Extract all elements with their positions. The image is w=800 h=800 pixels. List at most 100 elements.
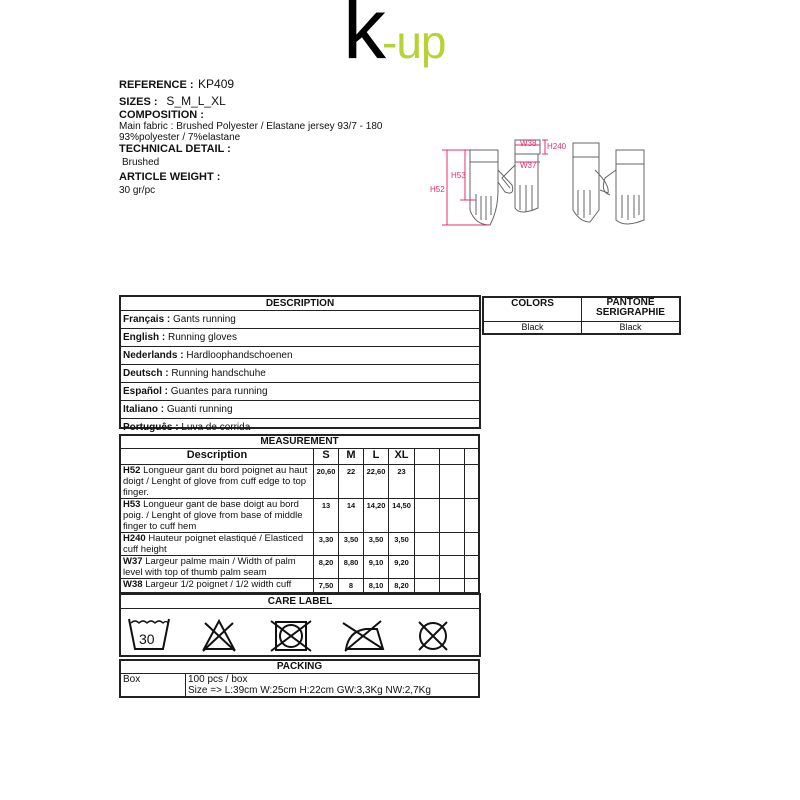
measure-value: 9,10 [363, 554, 389, 579]
header-l: L [363, 447, 389, 465]
description-row: Español : Guantes para running [121, 383, 479, 401]
measure-code: W37 [123, 555, 143, 567]
no-iron-icon [342, 620, 385, 652]
no-tumble-dry-icon [270, 620, 312, 652]
pantone-value: Black [581, 320, 681, 335]
empty-cell [439, 531, 465, 556]
no-dry-clean-icon [418, 621, 448, 651]
w38-label: W38 [520, 139, 537, 148]
no-bleach-icon [202, 618, 236, 652]
reference-value: KP409 [198, 77, 235, 91]
h240-label: H240 [547, 142, 567, 151]
measure-value: 22 [338, 463, 364, 499]
measure-description: Largeur palme main / Width of palm level… [123, 555, 296, 578]
w37-label: W37 [520, 161, 537, 170]
description-text: Hardloophandschoenen [186, 350, 293, 361]
measure-description: Longueur gant de base doigt au bord poig… [123, 498, 303, 532]
dimension-lines [442, 139, 548, 226]
measure-value: 8 [338, 577, 364, 594]
reference-label: REFERENCE : [119, 79, 194, 91]
empty-cell [414, 577, 440, 594]
measurement-table: MEASUREMENT Description S M L XL H52 Lon… [119, 434, 480, 594]
description-row: Italiano : Guanti running [121, 401, 479, 419]
measure-value: 8,10 [363, 577, 389, 594]
measurement-title: MEASUREMENT [119, 434, 480, 449]
info-block: REFERENCE : KP409 SIZES : S_M_L_XL COMPO… [119, 75, 382, 196]
wash-30-icon: 30 [128, 618, 170, 650]
description-row: Deutsch : Running handschuhe [121, 365, 479, 383]
empty-cell [439, 577, 465, 594]
measure-code: H240 [123, 532, 146, 544]
empty-cell [464, 463, 480, 499]
description-title: DESCRIPTION [121, 297, 479, 311]
empty-cell [414, 497, 440, 533]
language-label: Nederlands : [123, 350, 184, 361]
measurement-row: H240 Hauteur poignet elastiqué / Elastic… [119, 531, 480, 556]
language-label: Português : [123, 422, 179, 433]
description-text: Gants running [173, 314, 236, 325]
composition-label: COMPOSITION : [119, 109, 204, 121]
empty-cell [464, 531, 480, 556]
header-xl: XL [388, 447, 415, 465]
sizes-value: S_M_L_XL [166, 94, 226, 108]
glove-diagram: H52 H53 W38 W37 H240 [430, 139, 645, 226]
description-text: Guanti running [166, 404, 233, 415]
glove-back-left [572, 142, 609, 223]
measure-value: 23 [388, 463, 415, 499]
empty-cell [414, 554, 440, 579]
colors-table: COLORS PANTONE SERIGRAPHIE Black Black [482, 296, 681, 335]
color-value: Black [482, 320, 582, 335]
sizes-label: SIZES : [119, 96, 158, 108]
h53-label: H53 [451, 171, 466, 180]
empty-cell [414, 463, 440, 499]
packing-size: Size => L:39cm W:25cm H:22cm GW:3,3Kg NW… [188, 684, 431, 696]
description-text: Running gloves [168, 332, 237, 343]
description-row: English : Running gloves [121, 329, 479, 347]
empty-cell [464, 497, 480, 533]
language-label: Français : [123, 314, 171, 325]
empty-cell [439, 497, 465, 533]
measure-value: 8,80 [338, 554, 364, 579]
empty-cell [464, 554, 480, 579]
packing-qty: 100 pcs / box [188, 673, 248, 685]
language-label: Italiano : [123, 404, 165, 415]
measure-value: 8,20 [388, 577, 415, 594]
description-table: DESCRIPTION Français : Gants running Engl… [119, 295, 481, 433]
measure-description: Largeur 1/2 poignet / 1/2 width cuff [145, 578, 292, 590]
measurement-row: H53 Longueur gant de base doigt au bord … [119, 497, 480, 533]
description-row: Nederlands : Hardloophandschoenen [121, 347, 479, 365]
technical-value: Brushed [122, 157, 160, 168]
logo-k: k [343, 0, 386, 77]
header-empty [414, 447, 440, 465]
measure-value: 14 [338, 497, 364, 533]
care-icons: 30 [128, 618, 448, 652]
description-row: Português : Luva de corrida [121, 419, 479, 436]
glove-front-right [501, 139, 541, 213]
header-empty [464, 447, 480, 465]
measure-value: 14,20 [363, 497, 389, 533]
measure-description: Hauteur poignet elastiqué / Elasticed cu… [123, 532, 304, 555]
colors-header: COLORS [482, 296, 582, 322]
description-text: Running handschuhe [171, 368, 266, 379]
packing-table: PACKING Box 100 pcs / box Size => L:39cm … [119, 659, 480, 698]
description-row: Français : Gants running [121, 311, 479, 329]
measure-code: H52 [123, 464, 141, 476]
logo-up: -up [382, 16, 446, 68]
description-text: Luva de corrida [181, 422, 251, 433]
language-label: English : [123, 332, 166, 343]
care-title: CARE LABEL [121, 595, 479, 609]
packing-title: PACKING [119, 659, 480, 674]
header-empty [439, 447, 465, 465]
measure-value: 8,20 [313, 554, 339, 579]
empty-cell [439, 554, 465, 579]
measure-value: 7,50 [313, 577, 339, 594]
measure-value: 13 [313, 497, 339, 533]
measure-value: 22,60 [363, 463, 389, 499]
measure-description: Longueur gant du bord poignet au haut do… [123, 464, 308, 498]
header-s: S [313, 447, 339, 465]
measurement-row: W38 Largeur 1/2 poignet / 1/2 width cuff… [119, 577, 480, 594]
measure-code: H53 [123, 498, 141, 510]
measure-value: 9,20 [388, 554, 415, 579]
care-label-box: CARE LABEL 30 [119, 593, 481, 657]
